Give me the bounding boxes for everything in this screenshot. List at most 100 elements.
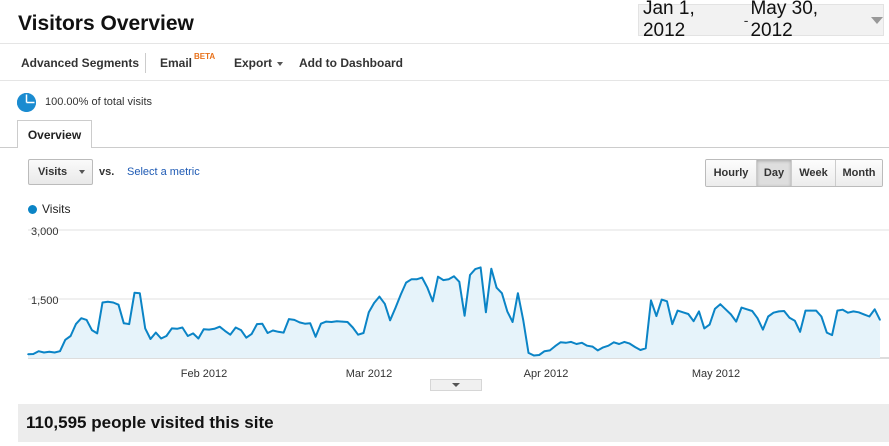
advanced-segments-button[interactable]: Advanced Segments: [21, 56, 140, 70]
data-point: [799, 331, 801, 333]
data-point: [873, 308, 876, 311]
tab-overview[interactable]: Overview: [17, 120, 92, 148]
data-point: [431, 300, 434, 303]
page-title: Visitors Overview: [18, 12, 194, 35]
data-point: [139, 292, 141, 294]
data-point: [644, 347, 647, 350]
email-button[interactable]: Email BETA: [160, 52, 215, 70]
add-to-dashboard-button[interactable]: Add to Dashboard: [299, 56, 403, 70]
collapse-chart-button[interactable]: [430, 379, 482, 391]
data-point: [314, 336, 317, 338]
data-point: [59, 350, 61, 352]
day-button[interactable]: Day: [756, 160, 791, 186]
data-point: [703, 327, 706, 330]
data-point: [597, 349, 599, 352]
data-point: [85, 319, 88, 321]
data-point: [847, 311, 849, 314]
toolbar: Advanced Segments Email BETA Export Add …: [0, 44, 889, 81]
data-point: [447, 278, 450, 281]
metric-dropdown[interactable]: Visits: [28, 159, 93, 185]
date-range-picker[interactable]: Jan 1, 2012 - May 30, 2012: [638, 0, 884, 41]
data-point: [405, 281, 407, 284]
data-point: [671, 323, 674, 325]
data-point: [37, 350, 40, 352]
data-point: [261, 322, 264, 325]
data-point: [479, 266, 482, 269]
data-point: [570, 341, 572, 343]
data-point: [53, 351, 56, 354]
x-tick-label: Mar 2012: [346, 368, 392, 380]
data-point: [527, 352, 530, 354]
data-point: [591, 345, 594, 348]
data-point: [613, 341, 615, 344]
data-point: [628, 342, 631, 345]
summary-bar: 110,595 people visited this site: [18, 404, 889, 442]
data-point: [336, 320, 338, 322]
data-point: [325, 320, 328, 323]
data-point: [144, 327, 146, 330]
data-point: [714, 308, 716, 310]
data-point: [676, 309, 679, 312]
data-point: [740, 306, 743, 309]
data-point: [538, 354, 540, 356]
data-point: [101, 301, 104, 304]
data-point: [415, 278, 418, 281]
visits-area: [28, 267, 880, 358]
data-point: [762, 328, 764, 331]
data-point: [826, 331, 828, 334]
week-button[interactable]: Week: [791, 160, 835, 186]
data-point: [783, 310, 785, 312]
data-point: [852, 310, 855, 313]
data-point: [234, 326, 237, 329]
data-point: [208, 328, 210, 331]
data-point: [213, 328, 216, 330]
data-point: [618, 343, 620, 345]
data-point: [868, 315, 871, 318]
chevron-down-icon: [452, 383, 460, 387]
month-button[interactable]: Month: [835, 160, 882, 186]
hourly-button[interactable]: Hourly: [706, 160, 756, 186]
select-metric-link[interactable]: Select a metric: [127, 166, 200, 178]
data-point: [133, 292, 136, 294]
y-tick-label: 1,500: [31, 295, 59, 307]
metric-label: Visits: [38, 166, 68, 178]
data-point: [495, 286, 498, 289]
data-point: [634, 346, 636, 348]
divider: [0, 80, 889, 81]
data-point: [256, 323, 258, 325]
data-point: [485, 311, 487, 314]
data-point: [117, 303, 120, 306]
data-point: [346, 321, 349, 323]
vs-label: vs.: [99, 166, 115, 178]
data-point: [304, 322, 306, 325]
data-point: [767, 315, 769, 318]
data-point: [735, 320, 737, 323]
data-point: [458, 281, 461, 283]
data-point: [240, 329, 242, 331]
data-point: [543, 350, 546, 352]
data-point: [149, 338, 152, 340]
data-point: [522, 319, 524, 321]
data-point: [708, 323, 711, 326]
data-point: [250, 333, 253, 335]
data-point: [559, 341, 562, 344]
chevron-down-icon[interactable]: [871, 16, 883, 24]
export-button[interactable]: Export: [234, 56, 284, 70]
data-point: [192, 332, 194, 335]
data-point: [229, 333, 232, 336]
data-point: [378, 295, 381, 298]
data-point: [410, 278, 413, 281]
data-point: [682, 311, 684, 314]
data-point: [64, 339, 67, 341]
data-point: [660, 298, 663, 301]
data-point: [218, 325, 221, 328]
data-point: [501, 292, 503, 294]
data-point: [586, 344, 588, 347]
data-point: [650, 299, 652, 302]
data-point: [836, 309, 839, 312]
tab-underline: [0, 147, 889, 148]
data-point: [788, 317, 791, 319]
data-point: [490, 267, 493, 270]
data-point: [368, 311, 370, 314]
chevron-down-icon: [79, 170, 86, 174]
